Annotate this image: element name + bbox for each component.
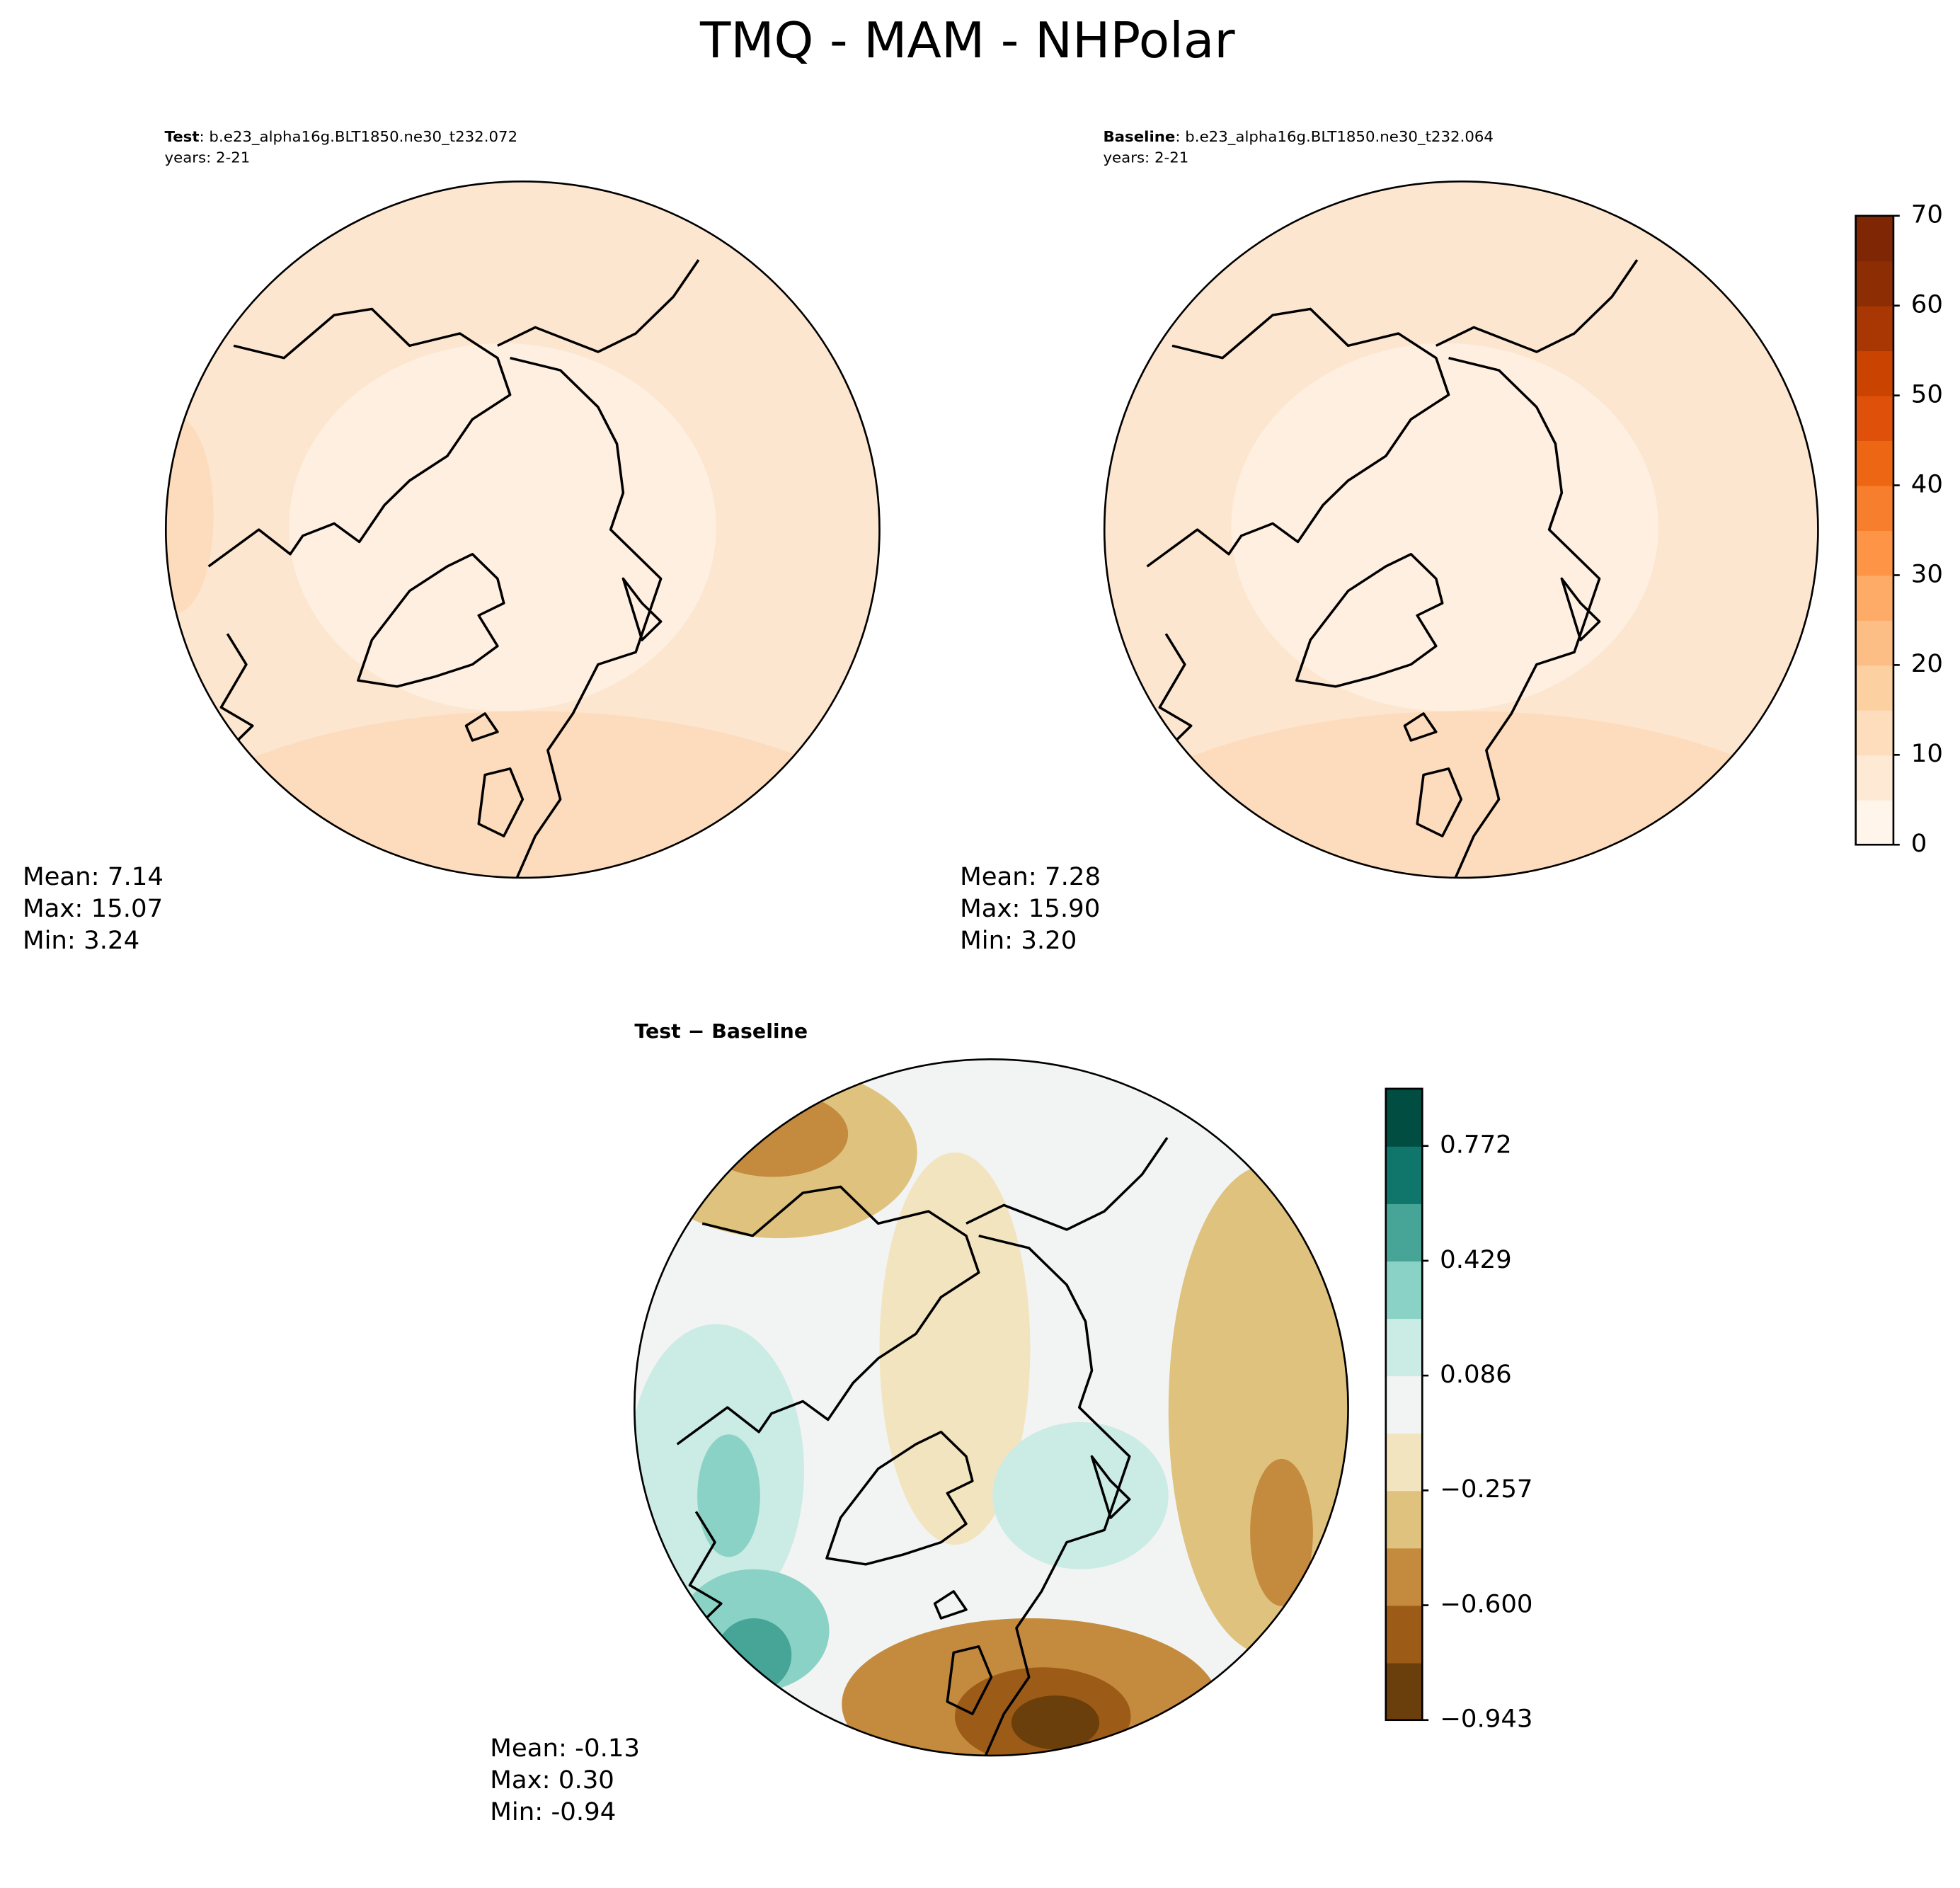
colorbar-band bbox=[1855, 755, 1893, 801]
stats: Mean: -0.13 Max: 0.30 Min: -0.94 bbox=[490, 1734, 640, 1827]
colorbar-band bbox=[1385, 1203, 1423, 1261]
colorbar-tick-label: 30 bbox=[1911, 560, 1943, 588]
case-name: : b.e23_alpha16g.BLT1850.ne30_t232.072 bbox=[200, 127, 518, 146]
colorbar-band bbox=[1385, 1433, 1423, 1492]
panel-name: Test bbox=[165, 127, 200, 145]
colorbar-tick-label: 10 bbox=[1911, 740, 1943, 768]
colorbar-tick-label: 70 bbox=[1911, 200, 1943, 229]
colorbar-band bbox=[1385, 1261, 1423, 1320]
colorbar-band bbox=[1385, 1662, 1423, 1721]
colorbar-band bbox=[1385, 1088, 1423, 1147]
stat: Mean: -0.13 bbox=[490, 1734, 640, 1763]
colorbar-band bbox=[1855, 665, 1893, 711]
map bbox=[1104, 181, 1818, 878]
stat: Max: 0.30 bbox=[490, 1766, 614, 1795]
map bbox=[166, 181, 880, 878]
panel-label: Baseline: b.e23_alpha16g.BLT1850.ne30_t2… bbox=[1103, 127, 1494, 146]
colorbar-band bbox=[1855, 799, 1893, 846]
case-name: : b.e23_alpha16g.BLT1850.ne30_t232.064 bbox=[1175, 127, 1494, 146]
colorbar-band bbox=[1855, 619, 1893, 666]
colorbar-frame bbox=[1385, 1087, 1423, 1722]
colorbar-band bbox=[1855, 575, 1893, 621]
colorbar-band bbox=[1385, 1318, 1423, 1377]
stat: Min: -0.94 bbox=[490, 1798, 616, 1826]
colorbar-band bbox=[1385, 1375, 1423, 1434]
colorbar-tick-label: 50 bbox=[1911, 380, 1943, 408]
colorbar-band bbox=[1855, 215, 1893, 262]
colorbar-tick-label: 0.086 bbox=[1440, 1360, 1512, 1388]
stat: Max: 15.90 bbox=[960, 894, 1100, 922]
panel-label: Test: b.e23_alpha16g.BLT1850.ne30_t232.0… bbox=[165, 127, 518, 146]
colorbar-frame bbox=[1855, 214, 1895, 846]
stats: Mean: 7.28 Max: 15.90 Min: 3.20 bbox=[960, 862, 1101, 955]
colorbar-tick-label: −0.257 bbox=[1440, 1475, 1532, 1504]
stat: Min: 3.20 bbox=[960, 926, 1077, 954]
colorbar-band bbox=[1855, 261, 1893, 307]
colorbar-tick-label: −0.943 bbox=[1440, 1705, 1532, 1733]
colorbar-tick-label: 0.429 bbox=[1440, 1245, 1512, 1274]
diff-title: Test − Baseline bbox=[634, 1019, 808, 1043]
colorbar-band bbox=[1855, 485, 1893, 531]
colorbar-tick-label: −0.600 bbox=[1440, 1590, 1532, 1618]
colorbar-band bbox=[1855, 709, 1893, 756]
colorbar-band bbox=[1385, 1145, 1423, 1204]
stat: Mean: 7.28 bbox=[960, 862, 1101, 891]
years: years: 2-21 bbox=[165, 149, 251, 166]
colorbar-band bbox=[1855, 305, 1893, 352]
stats: Mean: 7.14 Max: 15.07 Min: 3.24 bbox=[23, 862, 164, 955]
colorbar-tick-label: 0.772 bbox=[1440, 1131, 1512, 1159]
panel-name: Baseline bbox=[1103, 127, 1175, 145]
colorbar-tick-label: 20 bbox=[1911, 650, 1943, 678]
map bbox=[634, 1059, 1348, 1756]
stat: Min: 3.24 bbox=[23, 926, 139, 954]
figure-title: TMQ - MAM - NHPolar bbox=[699, 12, 1235, 69]
colorbar-band bbox=[1855, 530, 1893, 576]
stat: Max: 15.07 bbox=[23, 894, 163, 922]
colorbar-band bbox=[1385, 1605, 1423, 1664]
colorbar-band bbox=[1385, 1547, 1423, 1606]
colorbar-band bbox=[1385, 1490, 1423, 1549]
colorbar-tick-label: 40 bbox=[1911, 470, 1943, 498]
colorbar-band bbox=[1855, 440, 1893, 486]
colorbar-band bbox=[1855, 350, 1893, 396]
colorbar-tick-label: 0 bbox=[1911, 829, 1927, 857]
colorbar-band bbox=[1855, 395, 1893, 441]
years: years: 2-21 bbox=[1103, 149, 1188, 166]
colorbar-tick-label: 60 bbox=[1911, 290, 1943, 319]
stat: Mean: 7.14 bbox=[23, 862, 164, 891]
